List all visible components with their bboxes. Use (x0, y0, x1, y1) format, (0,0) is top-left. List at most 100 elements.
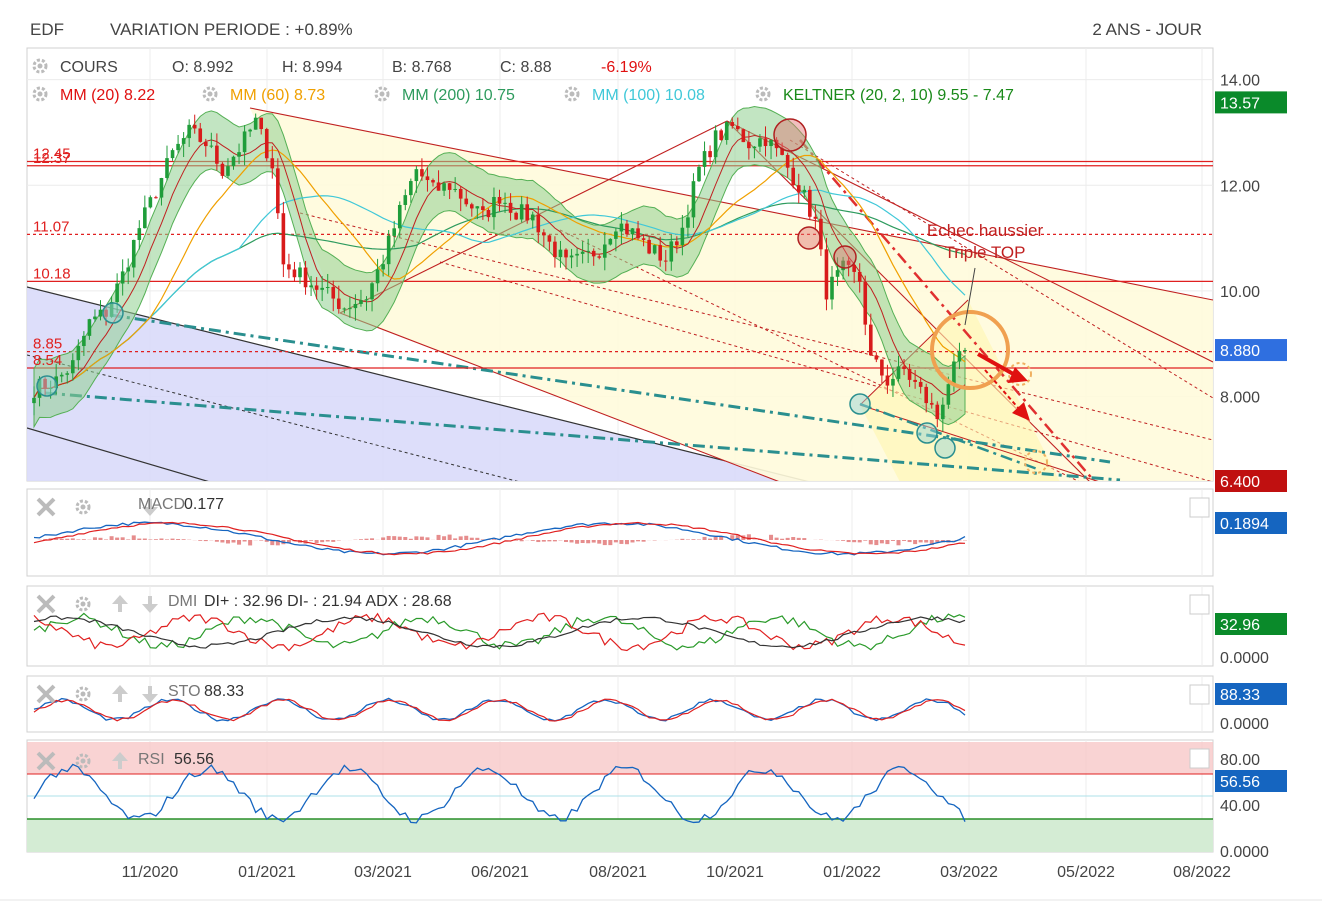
candle-body (791, 167, 796, 186)
candle-body (126, 267, 131, 272)
macd-histogram-bar (325, 540, 330, 542)
candle-body (952, 361, 956, 385)
legend-open: O: 8.992 (172, 59, 233, 76)
candle-body (131, 239, 136, 268)
candle-body (364, 299, 369, 301)
candle-body (796, 185, 801, 193)
candle-body (287, 264, 291, 270)
candle-body (747, 142, 751, 149)
x-axis-tick: 05/2022 (1057, 864, 1115, 881)
macd-histogram-bar (81, 539, 86, 540)
candle-body (675, 241, 679, 246)
candle-body (403, 195, 408, 205)
indicator-badge (1215, 683, 1287, 705)
candle-body (137, 228, 142, 240)
candle-body (885, 375, 890, 386)
candle-body (436, 182, 441, 191)
candle-body (608, 238, 613, 245)
macd-histogram-bar (802, 538, 807, 540)
macd-histogram-bar (697, 539, 701, 540)
macd-histogram-bar (264, 540, 269, 542)
macd-histogram-bar (902, 540, 907, 541)
macd-histogram-bar (320, 540, 325, 543)
macd-histogram-bar (863, 540, 868, 541)
indicator-badge-text: 32.96 (1220, 617, 1260, 634)
candle-body (896, 366, 901, 379)
macd-histogram-bar (907, 540, 912, 543)
candle-body (769, 139, 773, 147)
candle-body (553, 241, 557, 258)
candle-body (270, 158, 275, 169)
candle-body (303, 267, 308, 288)
candle-body (209, 145, 214, 147)
candle-body (558, 249, 563, 258)
candle-body (497, 196, 502, 204)
macd-histogram-bar (746, 534, 751, 540)
candle-body (469, 204, 474, 209)
macd-histogram-bar (381, 537, 386, 540)
macd-histogram-bar (519, 540, 524, 542)
macd-histogram-bar (796, 537, 801, 540)
candle-body (808, 189, 812, 217)
x-axis-tick: 11/2020 (122, 864, 179, 881)
candle-body (891, 378, 895, 386)
macd-histogram-bar (76, 539, 81, 540)
macd-histogram-bar (165, 539, 169, 540)
macd-histogram-bar (364, 538, 369, 540)
macd-histogram-bar (447, 534, 452, 540)
macd-histogram-bar (591, 540, 596, 543)
macd-histogram-bar (159, 538, 164, 540)
arrow-up-icon (112, 752, 128, 769)
indicator-badge-text: 0.1894 (1220, 516, 1269, 533)
macd-histogram-bar (564, 540, 568, 543)
teal-marker-circle (849, 393, 871, 415)
indicator-badge (1215, 613, 1287, 635)
candle-body (342, 308, 347, 310)
macd-histogram-bar (270, 540, 275, 546)
period-selector[interactable]: 2 ANS - JOUR (1092, 20, 1202, 39)
pitchfork-dotted-1 (439, 261, 1212, 481)
candle-body (935, 404, 940, 420)
yellow-channel-top (249, 107, 1213, 301)
candle-body (580, 251, 585, 254)
candle-body (375, 269, 380, 284)
indicator-badge (1215, 770, 1287, 792)
macd-histogram-bar (636, 540, 641, 542)
annotation-line-2: Triple TOP (945, 243, 1026, 262)
level-label: 11.07 (33, 218, 69, 235)
macd-histogram-bar (630, 540, 635, 543)
price-drawings (27, 106, 1213, 481)
macd-histogram-bar (569, 540, 574, 543)
x-axis-tick: 03/2022 (940, 864, 998, 881)
macd-histogram-bar (203, 540, 208, 542)
candle-body (492, 196, 496, 218)
macd-histogram-bar (774, 537, 779, 540)
candle-body (785, 154, 790, 168)
candle-body (59, 374, 64, 377)
macd-histogram-bar (414, 536, 419, 540)
macd-histogram-bar (547, 540, 552, 542)
macd-histogram-bar (536, 540, 541, 543)
macd-histogram-bar (54, 538, 59, 540)
panel-checkbox (1189, 497, 1210, 518)
candle-body (192, 124, 197, 129)
macd-histogram-bar (242, 540, 247, 542)
candle-body (148, 197, 153, 208)
price-axis-tick: 10.00 (1220, 284, 1260, 301)
candle-body (370, 283, 374, 300)
macd-histogram-bar (852, 540, 857, 543)
level-label: 12.45 (33, 146, 71, 163)
teal-marker-circle (102, 302, 124, 324)
macd-histogram-bar (480, 539, 485, 540)
panel-checkbox (1189, 748, 1210, 769)
teal-marker-circle (36, 375, 58, 397)
macd-histogram-bar (935, 540, 940, 543)
candle-body (392, 228, 397, 236)
macd-histogram-bar (608, 540, 613, 546)
candle-body (187, 124, 191, 139)
candle-body (176, 143, 180, 151)
candle-body (82, 335, 86, 347)
macd-histogram-bar (469, 537, 474, 540)
candle-body (325, 287, 330, 289)
